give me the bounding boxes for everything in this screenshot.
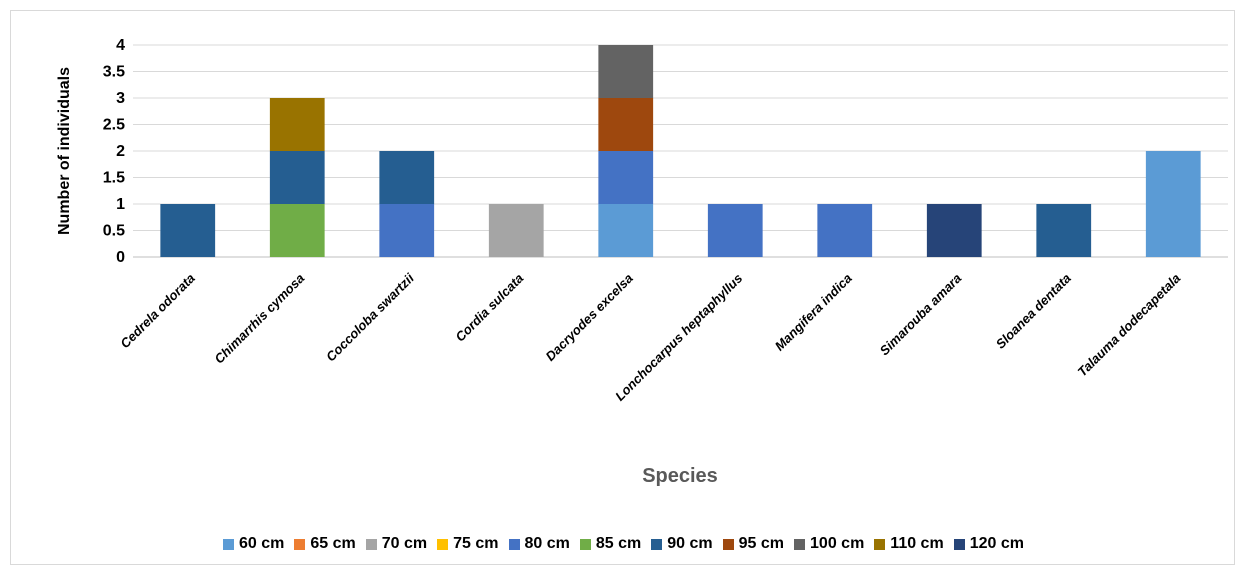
legend-swatch [722, 538, 734, 550]
bar-segment [488, 204, 544, 257]
category-label: Sloanea dentata [993, 271, 1074, 352]
legend-label: 85 cm [595, 535, 642, 552]
legend-swatch [794, 538, 806, 550]
bar-segment [1036, 204, 1092, 257]
bar-segment [598, 151, 654, 204]
legend-swatch [874, 538, 886, 550]
y-tick-label: 0.5 [103, 223, 125, 240]
bar-segment [379, 204, 435, 257]
y-axis-label: Number of individuals [56, 67, 73, 235]
category-label: Lonchocarpus heptaphyllus [612, 271, 745, 404]
x-axis-label: Species [642, 465, 718, 487]
legend-swatch [294, 538, 306, 550]
category-label: Cordia sulcata [452, 271, 526, 345]
category-label: Mangifera indica [772, 271, 855, 354]
y-tick-label: 2.5 [103, 117, 125, 134]
chart-frame [10, 10, 1235, 565]
legend-item: 120 cm [953, 535, 1024, 553]
bar-segment [598, 45, 654, 98]
y-tick-label: 2 [116, 143, 125, 160]
category-labels: Cedrela odorata Chimarrhis cymosa Coccolob… [117, 270, 1183, 403]
legend-swatch [437, 538, 449, 550]
bar-segment [598, 98, 654, 151]
legend-label: 70 cm [381, 535, 428, 552]
legend-swatch [508, 538, 520, 550]
y-tick-label: 0 [116, 249, 125, 266]
bar-segment [269, 151, 325, 204]
legend-item: 85 cm [579, 535, 642, 553]
legend-item: 75 cm [437, 535, 499, 553]
legend-label: 90 cm [667, 535, 713, 552]
legend-item: 100 cm [794, 535, 864, 553]
y-tick-label: 4 [116, 37, 125, 54]
category-label: Simarouba amara [877, 271, 965, 359]
legend-swatch [953, 538, 965, 550]
legend-label: 75 cm [453, 535, 499, 552]
legend-label: 65 cm [310, 535, 356, 552]
bar-segment [926, 204, 982, 257]
bars [160, 45, 1201, 257]
legend-swatch [579, 538, 591, 550]
legend-label: 60 cm [239, 535, 285, 552]
legend-item: 80 cm [508, 535, 570, 553]
legend-swatch [223, 538, 235, 550]
legend-label: 100 cm [810, 535, 865, 552]
legend-item: 70 cm [365, 535, 428, 553]
legend-label: 80 cm [524, 535, 570, 552]
y-tick-label: 1 [116, 196, 125, 213]
category-label: Talauma dodecapetala [1074, 271, 1183, 380]
legend-item: 110 cm [874, 535, 944, 553]
bar-segment [269, 98, 325, 151]
bar-segment [1145, 151, 1201, 257]
bar-segment [160, 204, 216, 257]
legend-label: 95 cm [738, 535, 785, 552]
legend-label: 110 cm [890, 535, 944, 552]
legend-item: 60 cm [223, 535, 284, 553]
category-label: Dacryodes excelsa [542, 271, 635, 364]
y-tick-label: 3 [116, 90, 125, 107]
stacked-bar-chart: 0 0.5 1 1.5 2 2.5 3 3.5 4 Cedrela odorata Chimarr… [56, 37, 1228, 487]
legend-label: 120 cm [969, 535, 1024, 552]
bar-segment [817, 204, 873, 257]
legend-swatch [365, 538, 377, 550]
legend-item: 90 cm [651, 535, 713, 553]
bar-segment [269, 204, 325, 257]
legend-item: 65 cm [294, 535, 356, 553]
legend: 60 cm 65 cm 70 cm 75 cm 80 cm 85 cm 90 cm 95 cm… [0, 535, 1247, 555]
y-tick-label: 3.5 [103, 64, 125, 81]
category-label: Coccoloba swartzii [323, 270, 417, 364]
legend-item: 95 cm [722, 535, 785, 553]
bar-segment [707, 204, 763, 257]
legend-swatch [651, 538, 663, 550]
category-label: Chimarrhis cymosa [211, 271, 307, 367]
bar-segment [598, 204, 654, 257]
bar-segment [379, 151, 435, 204]
y-tick-labels: 0 0.5 1 1.5 2 2.5 3 3.5 4 [103, 37, 125, 266]
y-tick-label: 1.5 [103, 170, 125, 187]
category-label: Cedrela odorata [117, 271, 198, 352]
